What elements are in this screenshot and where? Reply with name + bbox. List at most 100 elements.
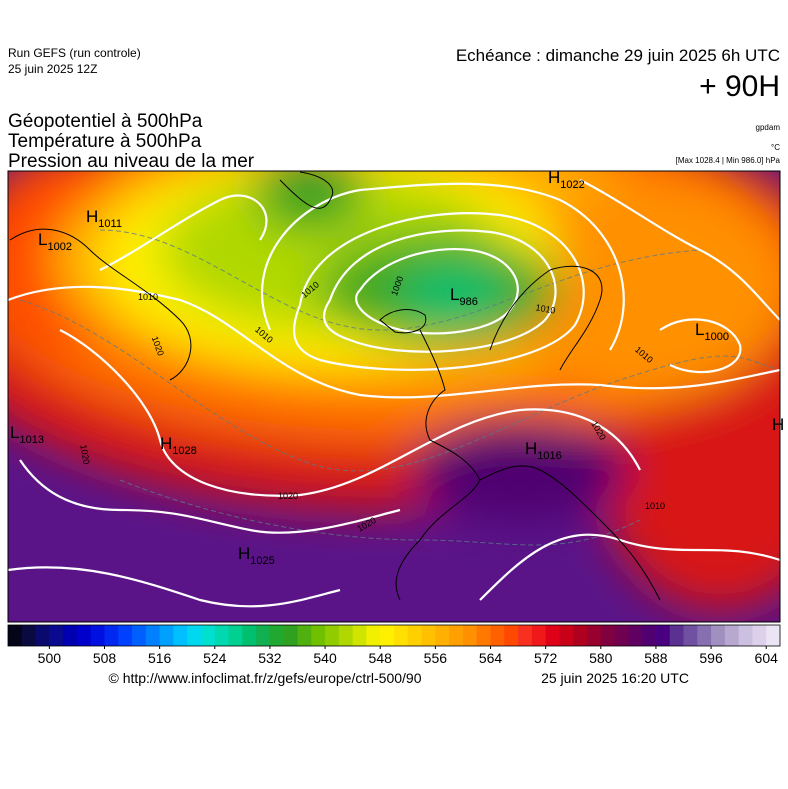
colorbar-tick-label: 604: [755, 650, 779, 666]
colorbar-swatch: [201, 625, 216, 646]
field-label: Pression au niveau de la mer: [8, 151, 255, 172]
colorbar-swatch: [118, 625, 133, 646]
colorbar-swatch: [449, 625, 464, 646]
pressure-center: L1002: [38, 230, 72, 253]
colorbar-tick-label: 516: [148, 650, 172, 666]
center-letter: H: [525, 439, 537, 458]
center-letter: L: [450, 285, 459, 304]
colorbar-tick-label: 588: [644, 650, 668, 666]
colorbar-swatch: [697, 625, 712, 646]
field-label: Géopotentiel à 500hPa: [8, 111, 203, 132]
colorbar-swatch: [504, 625, 519, 646]
pressure-center: H1022: [548, 168, 585, 191]
colorbar-swatch: [655, 625, 671, 646]
colorbar-swatch: [242, 625, 257, 646]
colorbar-tick-label: 556: [424, 650, 448, 666]
colorbar-swatch: [435, 625, 450, 646]
colorbar-swatch: [366, 625, 381, 646]
colorbar-swatch: [187, 625, 202, 646]
colorbar-swatch: [90, 625, 105, 646]
contour-label: 1010: [645, 501, 665, 511]
colorbar-swatch: [683, 625, 698, 646]
colorbar-swatch: [531, 625, 547, 646]
colorbar-swatch: [8, 625, 23, 646]
colorbar-swatch: [490, 625, 505, 646]
colorbar-tick-label: 540: [313, 650, 337, 666]
colorbar-swatch: [76, 625, 92, 646]
colorbar-swatch: [669, 625, 684, 646]
pressure-center: H1025: [238, 544, 275, 567]
center-value: 1011: [98, 218, 122, 230]
center-value: 1013: [19, 434, 43, 446]
center-value: 1028: [172, 445, 196, 457]
colorbar-tick-label: 500: [38, 650, 62, 666]
colorbar-swatch: [269, 625, 285, 646]
colorbar-swatch: [21, 625, 37, 646]
pressure-center: H: [772, 415, 784, 434]
colorbar-tick-label: 508: [93, 650, 117, 666]
colorbar-swatch: [256, 625, 271, 646]
center-letter: L: [38, 230, 47, 249]
colorbar-tick-label: 572: [534, 650, 558, 666]
colorbar-swatch: [214, 625, 230, 646]
colorbar-swatch: [338, 625, 354, 646]
colorbar-swatch: [711, 625, 726, 646]
run-name: Run GEFS (run controle): [8, 46, 141, 60]
contour-label: 1010: [535, 302, 556, 315]
center-value: 1000: [704, 331, 728, 343]
colorbar-swatch: [49, 625, 64, 646]
colorbar-swatch: [628, 625, 643, 646]
colorbar-tick-label: 524: [203, 650, 227, 666]
colorbar-swatch: [145, 625, 161, 646]
colorbar-swatch: [159, 625, 174, 646]
center-letter: H: [86, 207, 98, 226]
colorbar-tick-label: 548: [369, 650, 393, 666]
colorbar-frame: [7, 624, 781, 647]
colorbar-swatch: [132, 625, 147, 646]
lead-time: + 90H: [699, 70, 780, 103]
contour-label: 1020: [278, 491, 298, 501]
colorbar-swatch: [104, 625, 119, 646]
map: [8, 171, 780, 622]
colorbar-swatch: [766, 625, 781, 646]
map-frame: [7, 170, 781, 623]
colorbar-swatch: [545, 625, 560, 646]
colorbar-swatch: [752, 625, 767, 646]
field-label: Température à 500hPa: [8, 131, 202, 152]
issued: 25 juin 2025 16:20 UTC: [541, 670, 689, 686]
run-date: 25 juin 2025 12Z: [8, 62, 97, 76]
center-letter: L: [10, 423, 19, 442]
pressure-center: L1000: [695, 320, 729, 343]
colorbar-swatch: [325, 625, 340, 646]
colorbar-swatch: [614, 625, 629, 646]
colorbar-swatch: [476, 625, 491, 646]
colorbar-swatch: [407, 625, 423, 646]
pressure-centers: H1011L1002L986H1028L1013H1025L1000H1016H…: [10, 168, 785, 568]
colorbar-swatch: [587, 625, 602, 646]
colorbar: 500 508 516 524 532 540 548 556 564 572 580 588 596 6…: [7, 624, 781, 666]
center-value: 1016: [537, 450, 561, 462]
center-letter: H: [772, 415, 784, 434]
colorbar-tick-label: 596: [699, 650, 723, 666]
pressure-center: L986: [450, 285, 478, 308]
colorbar-swatch: [228, 625, 243, 646]
colorbar-swatch: [738, 625, 753, 646]
pressure-center: H1016: [525, 439, 562, 462]
colorbar-swatch: [394, 625, 409, 646]
colorbar-swatch: [63, 625, 78, 646]
colorbar-swatch: [462, 625, 478, 646]
contour-label: 1010: [138, 292, 158, 302]
unit-label: °C: [771, 143, 780, 152]
center-value: 1025: [250, 555, 274, 567]
colorbar-swatch: [518, 625, 533, 646]
center-letter: H: [238, 544, 250, 563]
center-letter: H: [548, 168, 560, 187]
colorbar-swatch: [283, 625, 298, 646]
center-value: 1002: [47, 241, 71, 253]
center-letter: L: [695, 320, 704, 339]
pressure-center: L1013: [10, 423, 44, 446]
colorbar-swatch: [35, 625, 50, 646]
colorbar-tick-label: 580: [589, 650, 613, 666]
colorbar-swatch: [380, 625, 395, 646]
